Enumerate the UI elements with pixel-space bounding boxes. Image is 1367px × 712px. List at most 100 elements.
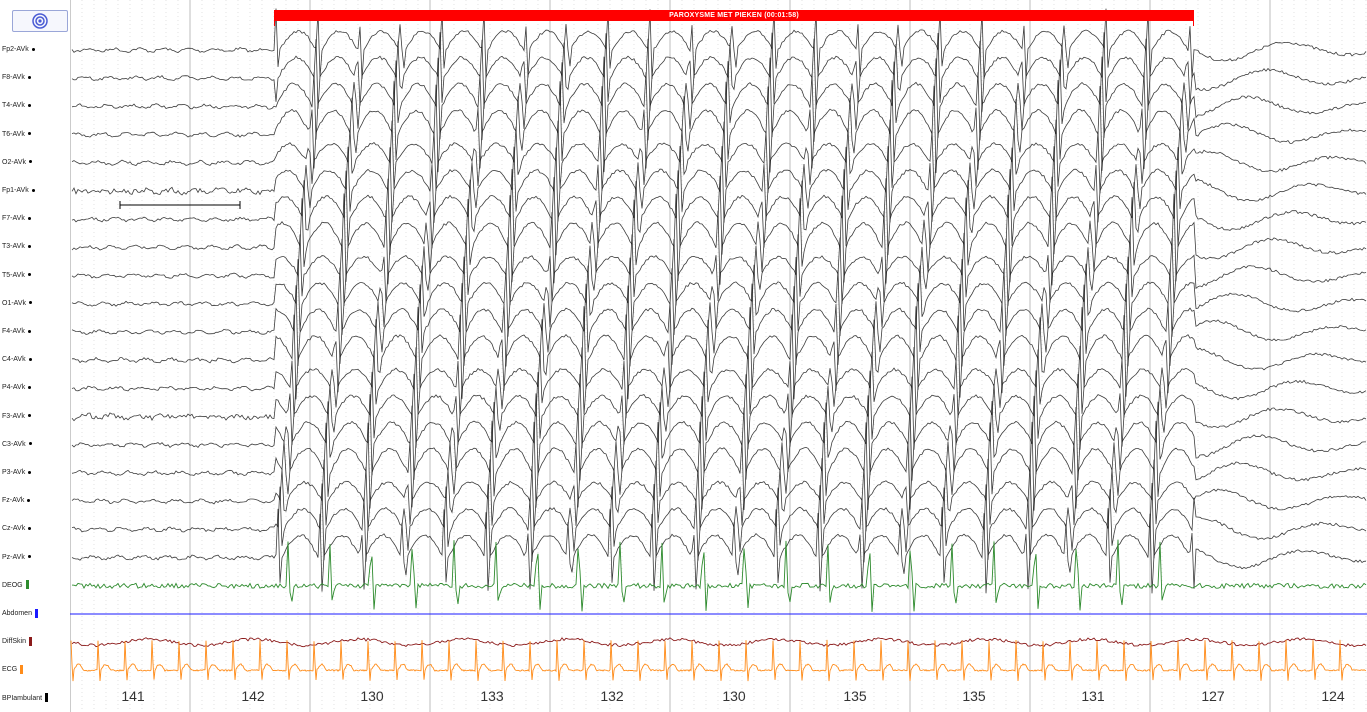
channel-label-text: F8-AVk: [2, 74, 25, 82]
channel-sidebar: Fp2-AVk F8-AVk T4-AVk T6-AVk O2-AVk Fp1-AVk F7…: [0, 0, 71, 712]
eeg-trace-area[interactable]: [70, 0, 1367, 712]
channel-color-marker: [27, 75, 31, 79]
eeg-trace-f3-avk: [71, 370, 1367, 450]
channel-label-text: DEOG: [2, 581, 23, 589]
channel-label-t5-avk[interactable]: T5-AVk: [2, 270, 66, 282]
heart-rate-value: 130: [360, 688, 384, 704]
channel-label-text: T6-AVk: [2, 130, 25, 138]
channel-color-marker: [29, 636, 32, 646]
channel-label-p4-avk[interactable]: P4-AVk: [2, 382, 66, 394]
channel-label-text: Cz-AVk: [2, 525, 26, 533]
eeg-trace-o1-avk: [71, 256, 1367, 337]
target-icon: [32, 13, 48, 29]
channel-label-text: Fp1-AVk: [2, 187, 29, 194]
eeg-trace-o2-avk: [71, 119, 1367, 194]
channel-label-text: F4-AVk: [2, 328, 25, 335]
channel-label-text: T3-AVk: [2, 243, 25, 251]
channel-label-bpiambulant[interactable]: BPIambulant: [2, 693, 66, 705]
channel-label-text: O2-AVk: [2, 158, 26, 166]
channel-label-deog[interactable]: DEOG: [2, 580, 66, 592]
channel-color-marker: [28, 357, 32, 361]
eeg-trace-pz-avk: [71, 507, 1367, 594]
channel-color-marker: [28, 442, 32, 446]
eeg-trace-fz-avk: [71, 458, 1367, 532]
channel-label-text: C3-AVk: [2, 440, 26, 448]
heart-rate-value: 127: [1201, 688, 1225, 704]
channel-label-f4-avk[interactable]: F4-AVk: [2, 326, 66, 338]
eeg-trace-c4-avk: [71, 306, 1367, 400]
channel-label-pz-avk[interactable]: Pz-AVk: [2, 552, 66, 564]
trace-deog: [71, 539, 1367, 612]
channel-label-abdomen[interactable]: Abdomen: [2, 608, 66, 620]
heart-rate-value: 135: [843, 688, 867, 704]
seizure-annotation-bar[interactable]: PAROXYSME MET PIEKEN (00:01:58): [274, 10, 1194, 21]
eeg-trace-p3-avk: [71, 420, 1367, 511]
channel-color-marker: [25, 580, 29, 590]
channel-color-marker: [20, 665, 24, 675]
channel-label-f7-avk[interactable]: F7-AVk: [2, 213, 66, 225]
channel-label-text: ECG: [2, 666, 18, 674]
channel-label-ecg[interactable]: ECG: [2, 664, 66, 676]
channel-label-t3-avk[interactable]: T3-AVk: [2, 241, 66, 253]
channel-label-c4-avk[interactable]: C4-AVk: [2, 354, 66, 366]
eeg-trace-cz-avk: [71, 482, 1367, 563]
channel-label-f3-avk[interactable]: F3-AVk: [2, 411, 66, 423]
heart-rate-value: 141: [121, 688, 145, 704]
channel-color-marker: [27, 245, 31, 249]
channel-color-marker: [28, 386, 32, 390]
channel-color-marker: [45, 693, 49, 703]
channel-label-fz-avk[interactable]: Fz-AVk: [2, 495, 66, 507]
channel-label-text: C4-AVk: [2, 356, 26, 364]
channel-label-text: P3-AVk: [2, 469, 26, 476]
trace-ecg: [70, 639, 1367, 682]
channel-label-text: DiffSkin: [2, 638, 26, 646]
channel-label-text: Abdomen: [2, 610, 32, 617]
eeg-trace-t6-avk: [71, 79, 1367, 174]
channel-label-text: T4-AVk: [2, 102, 25, 110]
channel-label-fp2-avk[interactable]: Fp2-AVk: [2, 44, 66, 56]
heart-rate-value: 131: [1081, 688, 1105, 704]
channel-color-marker: [34, 608, 38, 618]
channel-label-text: BPIambulant: [2, 694, 43, 702]
channel-color-marker: [31, 188, 35, 192]
channel-label-t6-avk[interactable]: T6-AVk: [2, 129, 66, 141]
eeg-trace-c3-avk: [71, 393, 1366, 481]
channel-color-marker: [27, 498, 31, 502]
time-grid: [70, 0, 1367, 712]
channel-label-text: T5-AVk: [2, 271, 25, 279]
channel-label-o1-avk[interactable]: O1-AVk: [2, 298, 66, 310]
channel-color-marker: [27, 273, 31, 277]
channel-color-marker: [27, 329, 31, 333]
channel-label-t4-avk[interactable]: T4-AVk: [2, 100, 66, 112]
eeg-trace-fp2-avk: [71, 8, 1367, 80]
channel-color-marker: [27, 216, 31, 220]
channel-label-text: O1-AVk: [2, 299, 26, 307]
heart-rate-value: 135: [962, 688, 986, 704]
channel-color-marker: [28, 527, 32, 531]
channel-label-text: F3-AVk: [2, 412, 25, 420]
heart-rate-value: 133: [480, 688, 504, 704]
channel-color-marker: [27, 104, 31, 108]
channel-label-text: Fp2-AVk: [2, 46, 29, 53]
eeg-trace-f7-avk: [71, 168, 1367, 256]
channel-label-p3-avk[interactable]: P3-AVk: [2, 467, 66, 479]
channel-label-text: F7-AVk: [2, 215, 25, 223]
channel-label-text: Fz-AVk: [2, 497, 25, 505]
channel-label-cz-avk[interactable]: Cz-AVk: [2, 523, 66, 535]
eeg-trace-p4-avk: [71, 345, 1367, 419]
channel-color-marker: [28, 470, 32, 474]
heart-rate-value: 132: [600, 688, 624, 704]
channel-color-marker: [27, 414, 31, 418]
channel-color-marker: [29, 301, 32, 305]
channel-color-marker: [29, 160, 32, 164]
channel-label-o2-avk[interactable]: O2-AVk: [2, 157, 66, 169]
channel-label-c3-avk[interactable]: C3-AVk: [2, 439, 66, 451]
heart-rate-value: 124: [1321, 688, 1345, 704]
heart-rate-value: 130: [722, 688, 746, 704]
target-button[interactable]: [12, 10, 68, 32]
channel-label-fp1-avk[interactable]: Fp1-AVk: [2, 185, 66, 197]
channel-label-diffskin[interactable]: DiffSkin: [2, 636, 66, 648]
heart-rate-value: 142: [241, 688, 265, 704]
eeg-trace-t5-avk: [71, 232, 1367, 307]
channel-label-f8-avk[interactable]: F8-AVk: [2, 72, 66, 84]
